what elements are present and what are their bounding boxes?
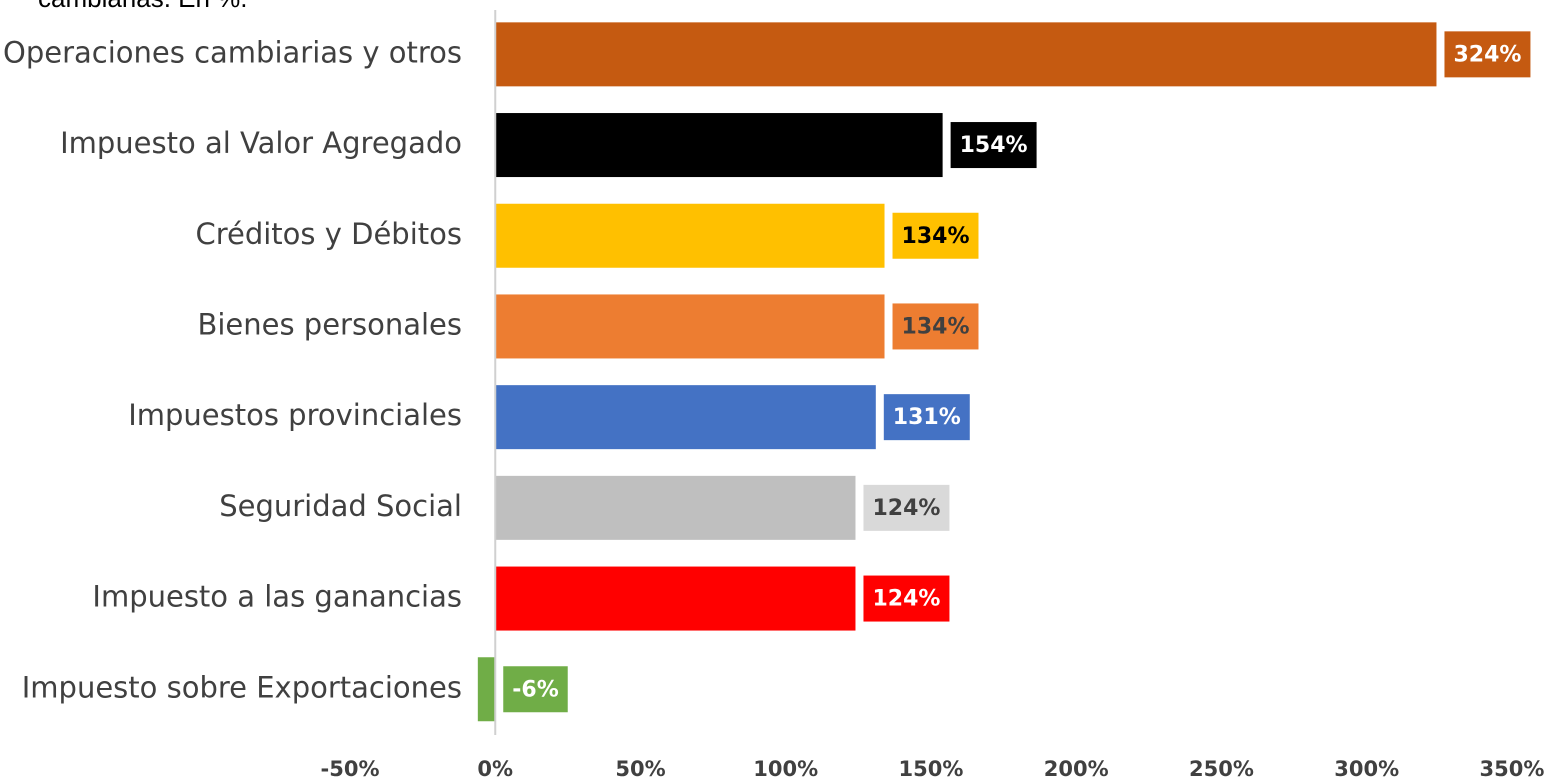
category-label: Impuesto al Valor Agregado <box>60 126 462 160</box>
value-label: 134% <box>902 224 970 249</box>
bar <box>477 657 496 722</box>
category-label: Impuestos provinciales <box>128 398 462 432</box>
bar <box>495 203 885 268</box>
value-label-box <box>950 122 1037 169</box>
bar <box>495 294 885 359</box>
bar <box>495 385 876 450</box>
category-label: Seguridad Social <box>219 489 462 523</box>
x-tick-label: 350% <box>1480 757 1545 780</box>
value-label-box <box>1444 31 1531 78</box>
bar <box>495 475 856 540</box>
x-tick-label: 200% <box>1044 757 1109 780</box>
category-label: Impuesto sobre Exportaciones <box>22 670 462 704</box>
value-label: 131% <box>893 405 961 430</box>
x-tick-label: 100% <box>753 757 818 780</box>
value-label-box <box>503 666 568 713</box>
category-label: Operaciones cambiarias y otros <box>3 35 462 69</box>
x-tick-label: 50% <box>615 757 665 780</box>
x-tick-label: 0% <box>477 757 513 780</box>
value-label: 124% <box>872 496 940 521</box>
category-label: Impuesto a las ganancias <box>92 580 462 614</box>
value-label-box <box>883 394 970 441</box>
bar <box>495 566 856 631</box>
value-label: 124% <box>872 587 940 612</box>
x-tick-label: 150% <box>899 757 964 780</box>
value-label: 154% <box>960 133 1028 158</box>
value-label-box <box>892 212 979 259</box>
x-tick-label: 250% <box>1189 757 1254 780</box>
x-tick-label: -50% <box>321 757 380 780</box>
value-label-box <box>863 575 950 622</box>
value-label: -6% <box>512 677 558 702</box>
x-tick-label: 300% <box>1334 757 1399 780</box>
category-label: Bienes personales <box>197 307 462 341</box>
value-label: 134% <box>902 314 970 339</box>
value-label: 324% <box>1453 42 1521 67</box>
category-label: Créditos y Débitos <box>195 217 462 251</box>
bar <box>495 113 943 178</box>
value-label-box <box>892 303 979 350</box>
bar <box>495 22 1437 87</box>
chart-title: cambiarias. En %. <box>38 0 248 13</box>
value-label-box <box>863 484 950 531</box>
